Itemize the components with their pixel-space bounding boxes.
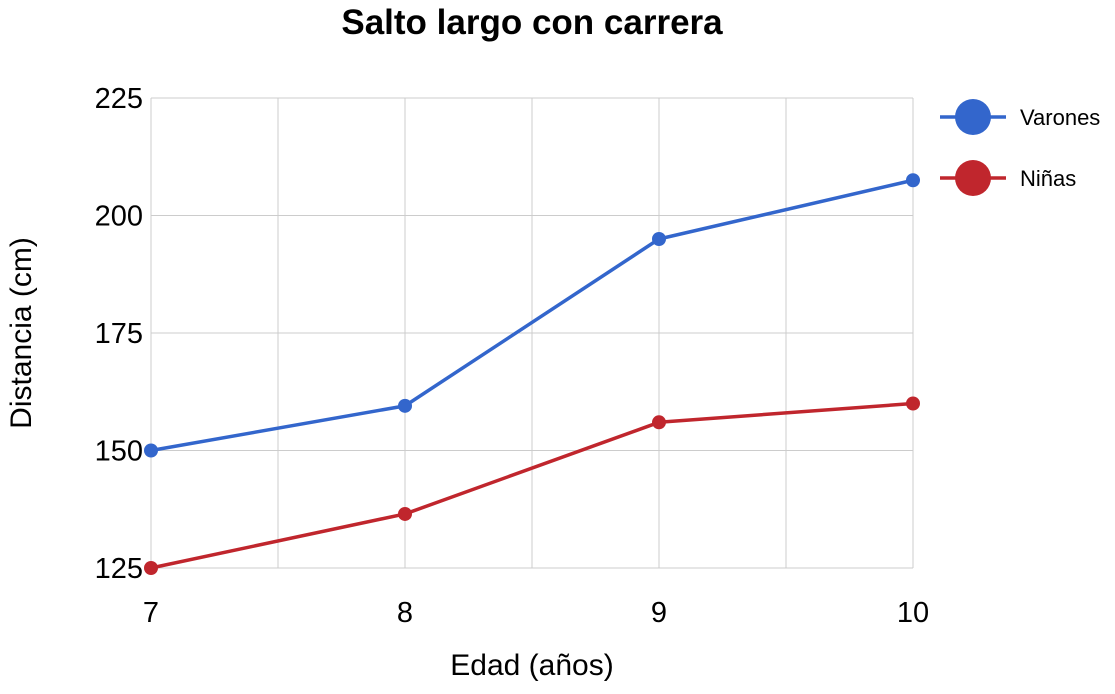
legend-label: Niñas [1020, 166, 1076, 191]
data-point [398, 506, 412, 521]
x-tick-label: 10 [897, 597, 929, 629]
y-tick-label: 150 [95, 436, 143, 468]
chart-title: Salto largo con carrera [341, 3, 723, 42]
series-line [150, 178, 914, 453]
series-lines [144, 173, 920, 575]
series-line [150, 401, 914, 570]
legend: Varones Niñas [940, 99, 1100, 196]
x-tick-label: 8 [397, 597, 413, 629]
y-tick-label: 175 [95, 318, 143, 350]
legend-label: Varones [1020, 105, 1100, 130]
legend-swatch-marker [955, 160, 991, 196]
data-point [144, 561, 158, 575]
y-tick-label: 200 [95, 201, 143, 233]
grid [150, 97, 914, 569]
y-tick-label: 125 [95, 553, 143, 585]
y-axis-ticks: 125 150 175 200 225 [95, 83, 143, 585]
data-point [398, 398, 412, 413]
legend-swatch-marker [955, 99, 991, 135]
data-point [652, 415, 666, 430]
x-axis-title: Edad (años) [450, 649, 613, 682]
data-point [906, 396, 920, 411]
y-tick-label: 225 [95, 83, 143, 115]
x-tick-label: 7 [143, 597, 159, 629]
data-point [906, 173, 920, 188]
x-tick-label: 9 [651, 597, 667, 629]
data-point [652, 232, 666, 246]
x-axis-ticks: 7 8 9 10 [143, 597, 929, 629]
y-axis-title: Distancia (cm) [5, 237, 38, 429]
data-point [144, 443, 158, 458]
